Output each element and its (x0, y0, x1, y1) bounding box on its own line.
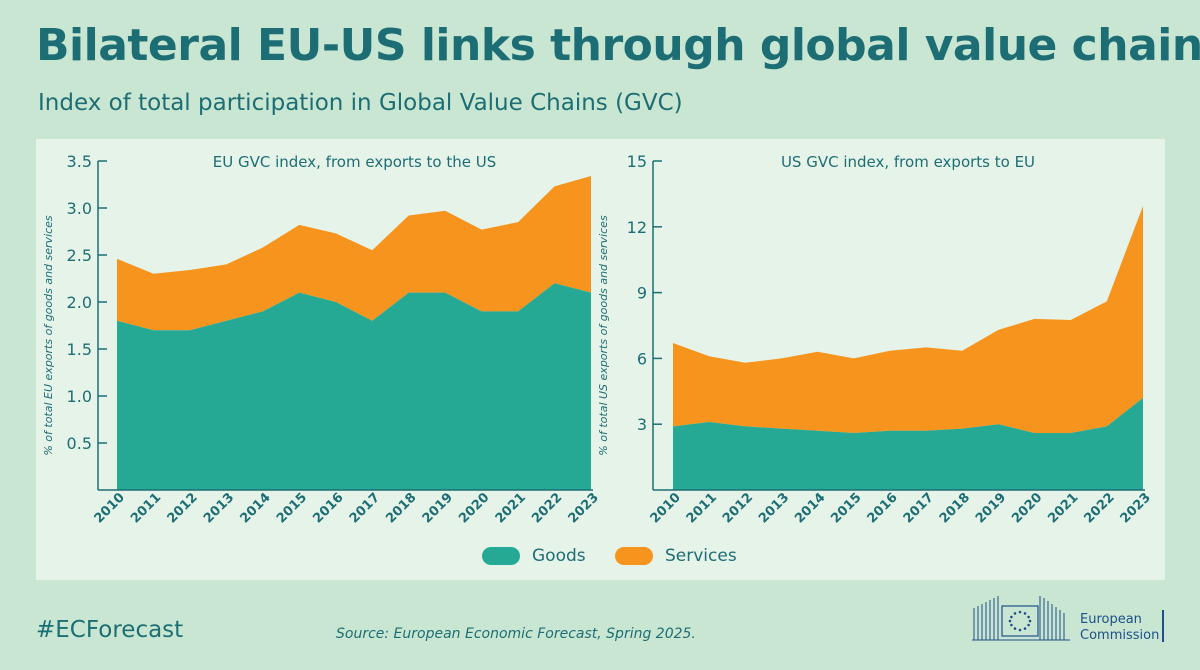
chart2-x-tick-label: 2022 (1081, 490, 1117, 526)
chart2-x-tick-label: 2010 (648, 490, 684, 526)
hashtag: #ECForecast (36, 617, 184, 643)
chart2-y-tick-label: 6 (637, 349, 647, 368)
legend-services-swatch (615, 547, 653, 565)
chart1-x-tick-label: 2018 (383, 490, 419, 526)
chart1-x-tick-label: 2016 (310, 490, 346, 526)
chart1-x-tick-label: 2022 (529, 490, 565, 526)
chart2-y-tick-label: 9 (637, 284, 647, 303)
chart2-x-tick-label: 2023 (1118, 490, 1154, 526)
chart1-x-tick-label: 2012 (165, 490, 201, 526)
chart1-x-tick-label: 2011 (128, 490, 164, 526)
chart2-x-tick-label: 2015 (828, 490, 864, 526)
chart2-y-tick-label: 15 (627, 152, 647, 171)
commission-name-line1: European (1080, 612, 1142, 627)
chart2-x-tick-label: 2019 (973, 490, 1009, 526)
chart1-y-tick-label: 1.5 (67, 340, 92, 359)
chart1-x-tick-label: 2017 (347, 490, 383, 526)
chart1-y-tick-label: 3.5 (67, 152, 92, 171)
chart1-y-axis-label: % of total EU exports of goods and servi… (42, 215, 55, 456)
chart2-x-tick-label: 2018 (937, 490, 973, 526)
commission-divider (1162, 610, 1164, 642)
legend-services-label: Services (665, 546, 737, 566)
chart2-goods-area (673, 397, 1143, 490)
chart1-x-tick-label: 2023 (566, 490, 602, 526)
legend-goods-label: Goods (532, 546, 586, 566)
european-commission-logo-icon (972, 596, 1070, 641)
chart2-services-area (673, 206, 1143, 433)
commission-name: European Commission (1080, 612, 1159, 644)
chart2-x-tick-label: 2013 (756, 490, 792, 526)
chart1-x-tick-label: 2021 (493, 490, 529, 526)
chart1-x-tick-label: 2015 (274, 490, 310, 526)
chart1-title: EU GVC index, from exports to the US (213, 153, 496, 171)
chart-panel: 0.5 1.0 1.5 2.0 2.5 3.0 3.5 2010 2011 2012 2013 201… (36, 139, 1165, 580)
chart2-y-axis-label: % of total US exports of goods and servi… (597, 215, 610, 456)
chart2-y-tick-label: 12 (627, 218, 647, 237)
chart1-y-tick-label: 2.5 (67, 246, 92, 265)
legend-services: Services (615, 545, 737, 567)
chart1-x-tick-label: 2014 (237, 490, 273, 526)
chart2-x-tick-label: 2011 (684, 490, 720, 526)
commission-name-line2: Commission (1080, 628, 1160, 643)
chart2-x-tick-label: 2021 (1045, 490, 1081, 526)
chart2-x-tick-label: 2020 (1009, 490, 1045, 526)
page-title: Bilateral EU-US links through global val… (36, 20, 1200, 71)
chart1-y-tick-label: 2.0 (67, 293, 92, 312)
chart1-x-tick-label: 2010 (92, 490, 128, 526)
chart2-title: US GVC index, from exports to EU (781, 153, 1035, 171)
chart1-x-tick-label: 2020 (456, 490, 492, 526)
chart2-x-tick-label: 2012 (720, 490, 756, 526)
chart2-x-tick-label: 2016 (865, 490, 901, 526)
chart1-x-tick-label: 2019 (420, 490, 456, 526)
chart2-x-tick-label: 2014 (792, 490, 828, 526)
chart2-y-tick-label: 3 (637, 415, 647, 434)
chart1-y-tick-label: 1.0 (67, 387, 92, 406)
legend-goods: Goods (482, 545, 586, 567)
chart1-x-tick-label: 2013 (201, 490, 237, 526)
legend-goods-swatch (482, 547, 520, 565)
chart1-services-area (117, 176, 591, 331)
chart2-x-tick-label: 2017 (901, 490, 937, 526)
chart1-y-tick-label: 3.0 (67, 199, 92, 218)
chart1-y-tick-label: 0.5 (67, 434, 92, 453)
source-note: Source: European Economic Forecast, Spri… (336, 626, 696, 642)
page-subtitle: Index of total participation in Global V… (38, 90, 683, 116)
chart1-goods-area (117, 283, 591, 490)
